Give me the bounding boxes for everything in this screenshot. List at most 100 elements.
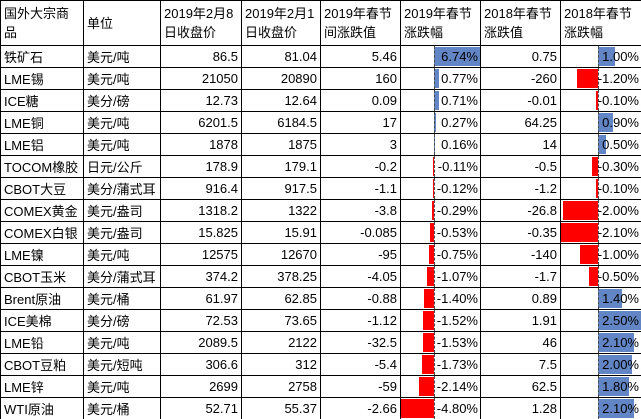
cell-unit[interactable]: 美元/吨 — [83, 133, 161, 156]
cell-pct-2019[interactable]: 0.16% — [400, 133, 481, 156]
cell-change-2019[interactable]: -59 — [320, 375, 401, 398]
cell-change-2018[interactable]: -0.35 — [480, 221, 561, 244]
cell-change-2019[interactable]: -2.66 — [320, 397, 401, 419]
cell-close-feb8[interactable]: 72.53 — [160, 309, 242, 332]
cell-change-2018[interactable]: -260 — [480, 67, 561, 90]
cell-close-feb8[interactable]: 178.9 — [160, 155, 242, 178]
cell-unit[interactable]: 美元/吨 — [83, 45, 161, 68]
cell-pct-2019[interactable]: -4.80% — [400, 397, 481, 419]
cell-unit[interactable]: 美元/盎司 — [83, 221, 161, 244]
cell-close-feb8[interactable]: 1318.2 — [160, 199, 242, 222]
cell-close-feb8[interactable]: 6201.5 — [160, 111, 242, 134]
cell-change-2018[interactable]: 62.5 — [480, 375, 561, 398]
col-header-close-feb8[interactable]: 2019年2月8日收盘价 — [160, 0, 242, 46]
cell-pct-2018[interactable]: 2.10% — [560, 397, 641, 419]
cell-change-2019[interactable]: -1.1 — [320, 177, 401, 200]
cell-pct-2018[interactable]: 1.00% — [560, 45, 641, 68]
cell-close-feb8[interactable]: 2699 — [160, 375, 242, 398]
cell-unit[interactable]: 美元/桶 — [83, 287, 161, 310]
cell-close-feb1[interactable]: 2122 — [241, 331, 321, 354]
cell-unit[interactable]: 美分/磅 — [83, 89, 161, 112]
cell-change-2019[interactable]: -32.5 — [320, 331, 401, 354]
cell-change-2018[interactable]: 1.28 — [480, 397, 561, 419]
col-header-unit[interactable]: 单位 — [83, 0, 161, 46]
col-header-change-2019[interactable]: 2019年春节间涨跌值 — [320, 0, 401, 46]
cell-change-2019[interactable]: -0.085 — [320, 221, 401, 244]
cell-commodity-name[interactable]: CBOT玉米 — [0, 265, 84, 288]
cell-pct-2018[interactable]: -1.00% — [560, 243, 641, 266]
cell-close-feb1[interactable]: 81.04 — [241, 45, 321, 68]
col-header-pct-2019[interactable]: 2019年春节涨跌幅 — [400, 0, 481, 46]
cell-change-2018[interactable]: -0.01 — [480, 89, 561, 112]
col-header-pct-2018[interactable]: 2018年春节涨跌幅 — [560, 0, 641, 46]
cell-pct-2018[interactable]: 2.50% — [560, 309, 641, 332]
cell-change-2019[interactable]: 0.09 — [320, 89, 401, 112]
cell-close-feb1[interactable]: 1322 — [241, 199, 321, 222]
cell-close-feb1[interactable]: 312 — [241, 353, 321, 376]
cell-change-2018[interactable]: -0.5 — [480, 155, 561, 178]
cell-unit[interactable]: 美元/短吨 — [83, 353, 161, 376]
cell-pct-2018[interactable]: -2.00% — [560, 199, 641, 222]
cell-pct-2019[interactable]: -1.73% — [400, 353, 481, 376]
cell-pct-2019[interactable]: -1.07% — [400, 265, 481, 288]
cell-change-2018[interactable]: 1.91 — [480, 309, 561, 332]
cell-close-feb1[interactable]: 2758 — [241, 375, 321, 398]
cell-change-2018[interactable]: 14 — [480, 133, 561, 156]
cell-commodity-name[interactable]: LME铜 — [0, 111, 84, 134]
cell-close-feb1[interactable]: 179.1 — [241, 155, 321, 178]
cell-unit[interactable]: 日元/公斤 — [83, 155, 161, 178]
cell-commodity-name[interactable]: CBOT大豆 — [0, 177, 84, 200]
cell-pct-2019[interactable]: -0.29% — [400, 199, 481, 222]
cell-commodity-name[interactable]: COMEX白银 — [0, 221, 84, 244]
cell-close-feb8[interactable]: 12575 — [160, 243, 242, 266]
cell-pct-2018[interactable]: 1.40% — [560, 287, 641, 310]
cell-pct-2019[interactable]: -1.40% — [400, 287, 481, 310]
cell-change-2018[interactable]: 0.89 — [480, 287, 561, 310]
cell-unit[interactable]: 美元/吨 — [83, 243, 161, 266]
cell-pct-2018[interactable]: 2.10% — [560, 331, 641, 354]
cell-unit[interactable]: 美元/吨 — [83, 331, 161, 354]
cell-commodity-name[interactable]: LME锌 — [0, 375, 84, 398]
cell-close-feb8[interactable]: 52.71 — [160, 397, 242, 419]
cell-pct-2019[interactable]: -2.14% — [400, 375, 481, 398]
cell-commodity-name[interactable]: 铁矿石 — [0, 45, 84, 68]
cell-pct-2019[interactable]: 6.74% — [400, 45, 481, 68]
col-header-change-2018[interactable]: 2018年春节涨跌值 — [480, 0, 561, 46]
cell-commodity-name[interactable]: LME铅 — [0, 331, 84, 354]
cell-unit[interactable]: 美元/吨 — [83, 375, 161, 398]
cell-change-2019[interactable]: -1.12 — [320, 309, 401, 332]
cell-commodity-name[interactable]: TOCOM橡胶 — [0, 155, 84, 178]
cell-commodity-name[interactable]: CBOT豆粕 — [0, 353, 84, 376]
cell-unit[interactable]: 美元/吨 — [83, 67, 161, 90]
cell-change-2019[interactable]: 3 — [320, 133, 401, 156]
cell-unit[interactable]: 美分/蒲式耳 — [83, 265, 161, 288]
cell-pct-2018[interactable]: -0.10% — [560, 89, 641, 112]
cell-change-2018[interactable]: 7.5 — [480, 353, 561, 376]
cell-close-feb1[interactable]: 1875 — [241, 133, 321, 156]
cell-close-feb8[interactable]: 15.825 — [160, 221, 242, 244]
cell-pct-2019[interactable]: 0.77% — [400, 67, 481, 90]
cell-close-feb1[interactable]: 15.91 — [241, 221, 321, 244]
cell-commodity-name[interactable]: LME锡 — [0, 67, 84, 90]
cell-change-2018[interactable]: -1.7 — [480, 265, 561, 288]
cell-close-feb8[interactable]: 61.97 — [160, 287, 242, 310]
cell-commodity-name[interactable]: LME铝 — [0, 133, 84, 156]
cell-pct-2018[interactable]: 0.90% — [560, 111, 641, 134]
cell-change-2019[interactable]: -5.4 — [320, 353, 401, 376]
cell-close-feb8[interactable]: 916.4 — [160, 177, 242, 200]
cell-change-2018[interactable]: -1.2 — [480, 177, 561, 200]
cell-commodity-name[interactable]: ICE美棉 — [0, 309, 84, 332]
cell-pct-2018[interactable]: -0.10% — [560, 177, 641, 200]
cell-pct-2018[interactable]: -0.50% — [560, 265, 641, 288]
cell-close-feb8[interactable]: 12.73 — [160, 89, 242, 112]
cell-change-2018[interactable]: -26.8 — [480, 199, 561, 222]
cell-change-2019[interactable]: 160 — [320, 67, 401, 90]
cell-close-feb1[interactable]: 6184.5 — [241, 111, 321, 134]
cell-change-2019[interactable]: -0.88 — [320, 287, 401, 310]
cell-change-2018[interactable]: 46 — [480, 331, 561, 354]
cell-close-feb1[interactable]: 62.85 — [241, 287, 321, 310]
cell-pct-2019[interactable]: -0.12% — [400, 177, 481, 200]
cell-unit[interactable]: 美分/蒲式耳 — [83, 177, 161, 200]
cell-pct-2018[interactable]: -1.20% — [560, 67, 641, 90]
cell-commodity-name[interactable]: LME镍 — [0, 243, 84, 266]
